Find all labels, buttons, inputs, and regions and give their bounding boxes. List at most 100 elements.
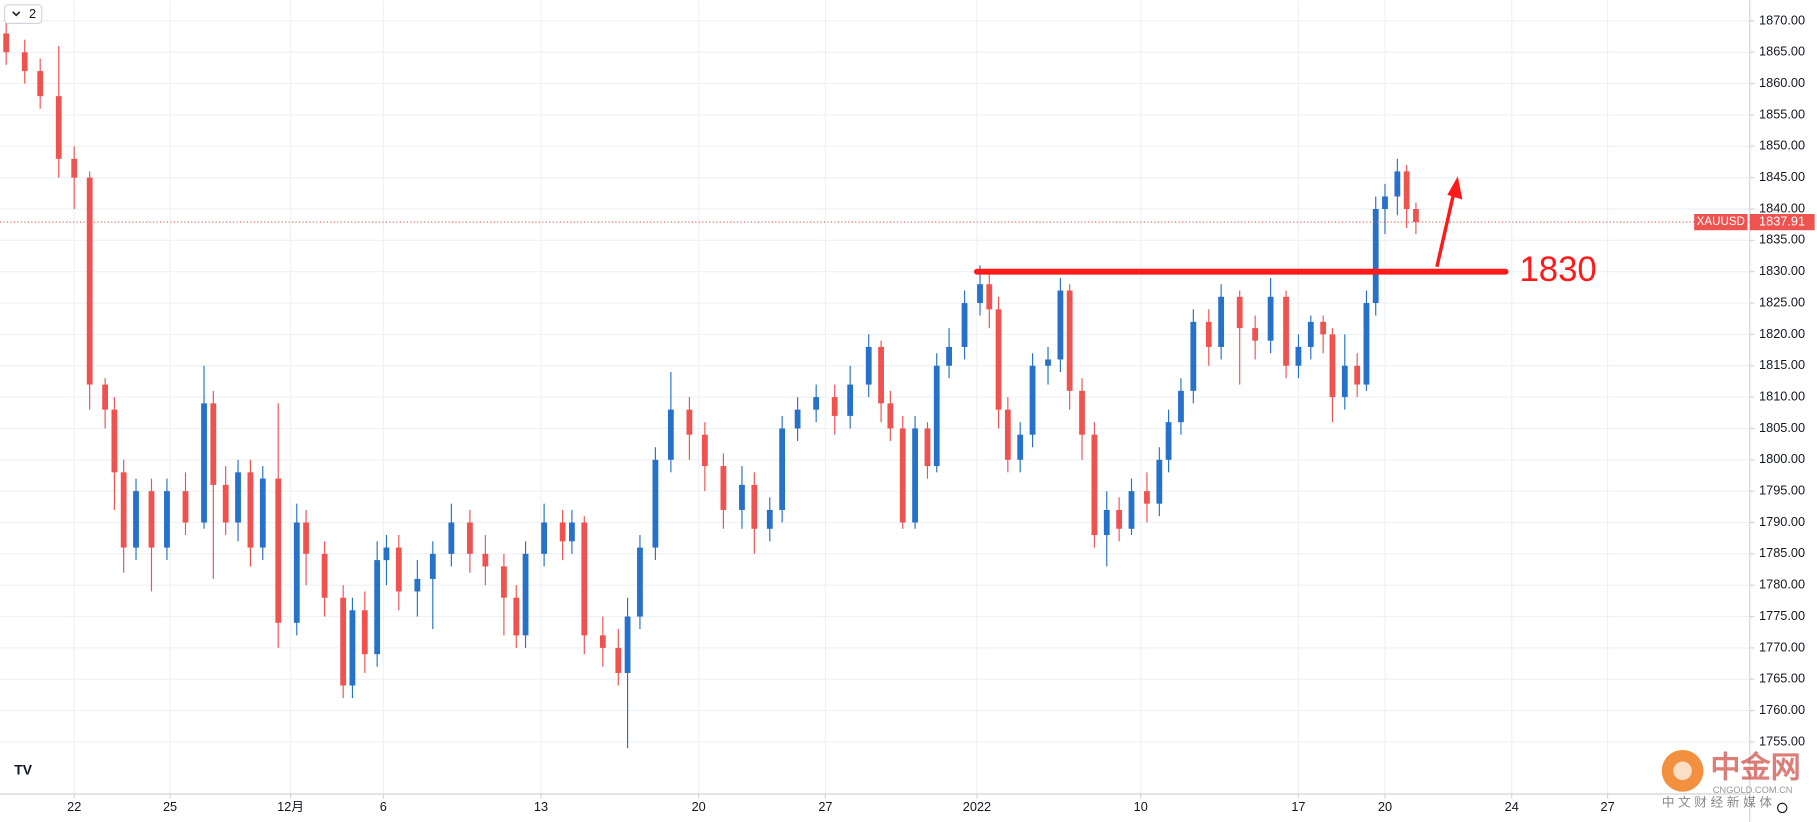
candle-body [739,484,745,510]
candle-body [986,284,993,310]
candle-body [86,177,93,385]
candle-body [259,478,266,548]
y-tick-label: 1775.00 [1759,608,1805,623]
candle-body [1029,365,1036,435]
candle-body [878,346,884,404]
x-tick-label: 25 [163,799,177,814]
candle-body [164,491,170,548]
y-tick-label: 1840.00 [1759,200,1805,215]
candle-body [652,459,659,548]
candle-body [111,409,118,473]
candle-body [637,547,643,617]
candle-body [1156,459,1163,504]
candle-body [1057,290,1064,360]
candle-body [961,303,968,347]
candle-body [686,409,693,435]
candle-body [1320,321,1327,335]
y-tick-label: 1815.00 [1759,357,1805,372]
candle-body [293,522,300,623]
candle-body [541,522,548,554]
y-tick-label: 1835.00 [1759,232,1805,247]
candle-body [1382,196,1388,209]
candle-body [615,647,622,673]
candle-body [133,491,139,548]
y-tick-label: 1755.00 [1759,733,1805,748]
candle-body [1103,509,1110,536]
candle-body [1236,296,1243,329]
y-tick-label: 1760.00 [1759,702,1805,717]
candle-body [899,428,906,523]
x-tick-label: 10 [1134,799,1148,814]
y-tick-label: 1780.00 [1759,577,1805,592]
last-price-tag [1749,213,1815,231]
candle-body [1190,321,1197,391]
candle-body [1091,434,1098,536]
tv-logo[interactable] [9,760,38,782]
candle-body [779,428,786,510]
candle-body [429,553,436,579]
candle-body [361,610,368,655]
y-tick-label: 1870.00 [1759,12,1805,27]
chevron [12,11,21,17]
x-tick-label: 27 [818,799,832,814]
candle-body [482,553,489,567]
candle-body [1372,208,1379,304]
candle-body [599,635,606,648]
y-tick-label: 1850.00 [1759,138,1805,153]
candle-body [1178,390,1184,423]
candle-body [120,472,127,548]
watermark-brand: 中金网 [1710,751,1800,785]
last-price-label: 1837.91 [1759,213,1805,228]
candle-body [55,96,62,159]
candle-body [887,403,894,429]
x-tick-label: 20 [692,799,706,814]
y-tick-label: 1805.00 [1759,420,1805,435]
candle-body [1144,491,1150,504]
candle-body [247,472,254,548]
candle-body [624,616,631,673]
candle-body [1267,296,1274,341]
candle-body [71,158,78,178]
candle-body [1079,390,1085,435]
candle-body [222,484,229,523]
y-tick-label: 1765.00 [1759,671,1805,686]
y-tick-label: 1810.00 [1759,388,1805,403]
watermark-logo-inner [1673,761,1692,781]
candle-body [448,522,455,554]
candle-body [569,522,575,542]
candle-body [720,466,727,510]
symbol-tag [1694,213,1748,231]
candle-body [383,547,390,561]
candle-body [1004,409,1011,460]
candle-body [977,284,983,304]
y-tick-label: 1830.00 [1759,263,1805,278]
candle-body [1128,491,1135,529]
candle-body [995,309,1002,410]
x-tick-label: 2022 [963,799,991,814]
candle-body [349,610,356,686]
candle-body [321,553,328,598]
y-tick-label: 1825.00 [1759,294,1805,309]
candle-body [1116,509,1123,529]
candle-body [1307,321,1314,347]
candle-body [1017,434,1024,460]
x-tick-label: 12月 [277,799,304,814]
x-tick-label: 27 [1600,799,1614,814]
candle-body [1218,296,1225,347]
watermark-site: CNGOLD.COM.CN [1713,785,1793,795]
arrow-shaft [1435,185,1458,268]
settings-icon[interactable] [1777,802,1788,814]
y-tick-label: 1845.00 [1759,169,1805,184]
candle-body [1165,422,1172,460]
candle-body [148,491,155,548]
badge-box[interactable] [4,4,43,24]
x-tick-label: 6 [380,799,387,814]
y-tick-label: 1770.00 [1759,639,1805,654]
candle-body [513,597,520,636]
candle-body [1413,208,1419,223]
candle-body [374,560,381,655]
x-tick-label: 13 [534,799,548,814]
y-tick-label: 1820.00 [1759,326,1805,341]
